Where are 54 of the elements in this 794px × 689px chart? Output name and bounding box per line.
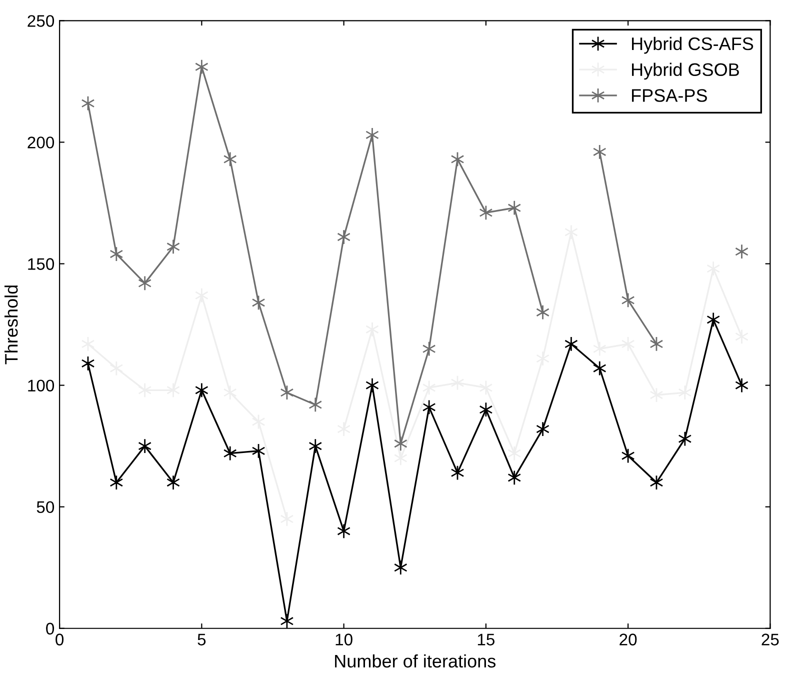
point xyxy=(564,336,578,352)
y-axis-title: Threshold xyxy=(4,286,18,364)
point xyxy=(110,246,124,262)
point xyxy=(678,384,692,400)
point xyxy=(308,397,322,412)
x-tick-label: 20 xyxy=(620,634,637,646)
point xyxy=(366,378,379,393)
point xyxy=(337,523,351,539)
x-tick-label: 10 xyxy=(336,634,352,646)
point xyxy=(422,380,436,396)
point xyxy=(308,438,322,454)
point xyxy=(394,436,408,452)
x-tick-label: 0 xyxy=(56,634,64,646)
x-axis-title: Number of iterations xyxy=(335,654,496,668)
point xyxy=(508,200,522,216)
point xyxy=(422,400,436,415)
point xyxy=(678,431,692,446)
point xyxy=(479,205,493,220)
x-tick-label: 25 xyxy=(762,634,779,646)
point xyxy=(536,421,550,437)
point xyxy=(479,402,493,418)
point xyxy=(166,239,180,254)
point xyxy=(337,229,351,245)
point xyxy=(422,341,436,356)
point xyxy=(735,244,748,260)
y-tick-label: 0 xyxy=(46,622,54,635)
point xyxy=(592,144,606,160)
point xyxy=(194,59,208,74)
point xyxy=(223,446,237,461)
point xyxy=(394,450,408,466)
legend-label: Hybrid CS-AFS xyxy=(632,36,754,54)
point xyxy=(394,560,408,576)
point xyxy=(366,127,379,143)
legend-label: Hybrid GSOB xyxy=(632,62,739,80)
point xyxy=(166,474,180,490)
point xyxy=(735,378,748,393)
y-tick-label: 100 xyxy=(28,380,54,392)
y-tick-label: 150 xyxy=(28,258,54,270)
point xyxy=(138,276,152,291)
point xyxy=(508,446,522,461)
point xyxy=(194,382,208,398)
legend-label: FPSA-PS xyxy=(632,89,707,102)
x-tick-label: 15 xyxy=(478,634,494,646)
point xyxy=(110,474,124,490)
y-tick-label: 50 xyxy=(36,501,54,514)
x-tick-label: 5 xyxy=(198,634,206,646)
point xyxy=(592,360,606,376)
point xyxy=(223,152,237,167)
point xyxy=(138,438,152,454)
point xyxy=(706,312,720,328)
y-tick-label: 200 xyxy=(28,136,54,148)
point xyxy=(508,470,522,486)
y-tick-label: 250 xyxy=(28,15,54,27)
point xyxy=(536,304,550,320)
